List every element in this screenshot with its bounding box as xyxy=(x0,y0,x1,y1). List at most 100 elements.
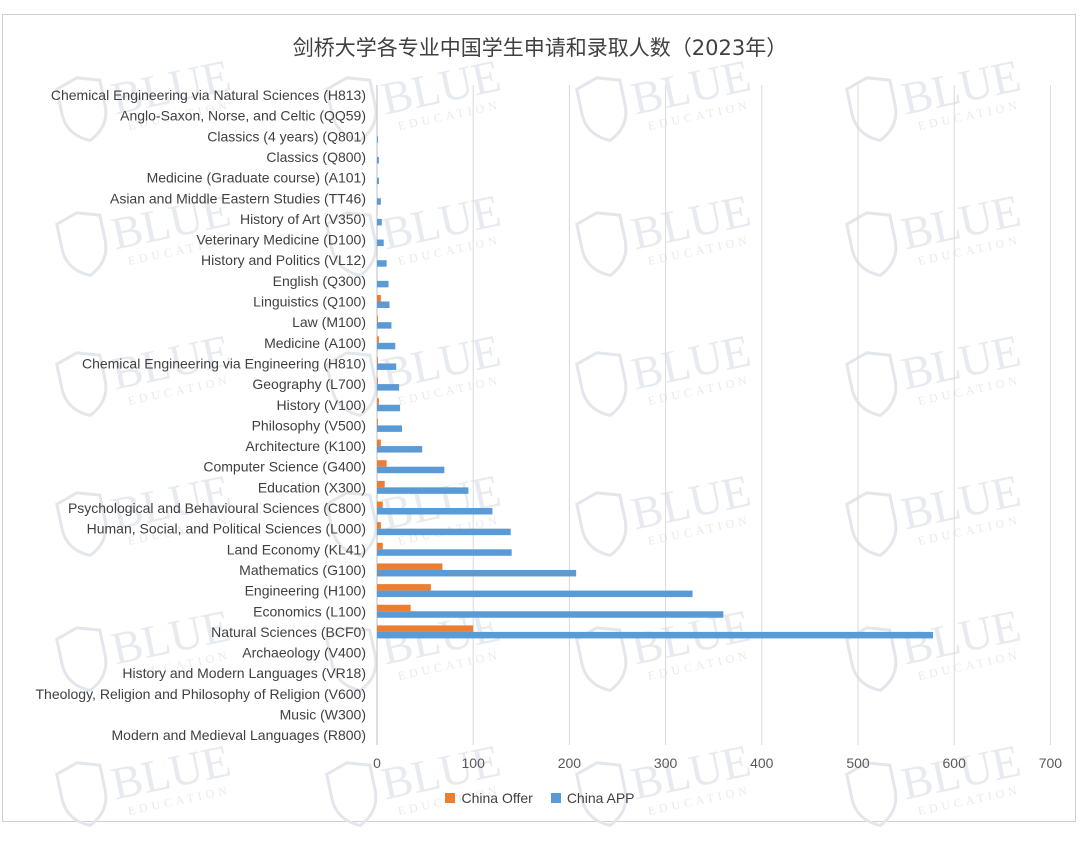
shield-icon xyxy=(845,491,898,558)
x-tick-label: 600 xyxy=(943,755,967,771)
bar-china-app xyxy=(377,631,934,639)
bar-china-offer xyxy=(377,542,383,550)
shield-icon xyxy=(325,626,378,693)
bar-china-app xyxy=(377,218,382,226)
bar-china-app xyxy=(377,239,384,247)
bar-china-offer xyxy=(377,522,381,529)
shield-icon xyxy=(55,761,108,828)
bar-china-app xyxy=(377,569,577,577)
legend-label-app: China APP xyxy=(566,790,635,806)
category-label: Education (X300) xyxy=(258,479,366,495)
bar-china-offer xyxy=(377,336,379,343)
bar-china-offer xyxy=(377,356,378,364)
category-label: Anglo-Saxon, Norse, and Celtic (QQ59) xyxy=(120,108,366,124)
x-tick-label: 500 xyxy=(846,755,870,771)
category-label: Medicine (A100) xyxy=(264,335,366,351)
legend-label-offer: China Offer xyxy=(461,790,533,806)
shield-icon xyxy=(55,76,108,143)
shield-icon xyxy=(55,491,108,558)
bar-china-app xyxy=(377,549,512,556)
category-label: Modern and Medieval Languages (R800) xyxy=(112,727,367,743)
category-label: Computer Science (G400) xyxy=(203,459,366,475)
shield-icon xyxy=(55,211,108,278)
category-label: History and Modern Languages (VR18) xyxy=(122,665,366,681)
chart-title: 剑桥大学各专业中国学生申请和录取人数（2023年） xyxy=(292,36,788,60)
category-label: Land Economy (KL41) xyxy=(227,541,366,557)
category-label: History (V100) xyxy=(277,397,366,413)
category-label: Medicine (Graduate course) (A101) xyxy=(147,170,366,186)
bar-china-offer xyxy=(377,315,378,323)
category-label: Philosophy (V500) xyxy=(252,417,366,433)
shield-icon xyxy=(325,351,378,418)
bar-china-app xyxy=(377,611,724,618)
legend-swatch-app xyxy=(550,793,561,803)
bar-china-offer xyxy=(377,480,385,488)
shield-icon xyxy=(325,211,378,278)
shield-icon xyxy=(845,626,898,693)
bar-china-app xyxy=(377,425,403,432)
category-label: Law (M100) xyxy=(292,314,366,330)
shield-icon xyxy=(575,491,628,558)
bar-china-app xyxy=(377,590,693,598)
bar-china-offer xyxy=(377,501,383,508)
category-label: Natural Sciences (BCF0) xyxy=(211,624,366,640)
bar-china-app xyxy=(377,156,379,164)
category-label: Chemical Engineering via Engineering (H8… xyxy=(82,355,366,371)
shield-icon xyxy=(325,491,378,558)
shield-icon xyxy=(55,351,108,418)
bar-china-offer xyxy=(377,584,431,591)
shield-icon xyxy=(575,761,628,828)
bar-china-offer xyxy=(377,377,378,385)
shield-icon xyxy=(575,76,628,143)
category-label: Theology, Religion and Philosophy of Rel… xyxy=(36,686,367,702)
bar-china-app xyxy=(377,363,397,370)
legend: China Offer China APP xyxy=(0,790,1080,806)
shield-icon xyxy=(845,351,898,418)
bar-china-app xyxy=(377,487,469,494)
shield-icon xyxy=(845,211,898,278)
bar-china-offer xyxy=(377,439,381,447)
bar-china-app xyxy=(377,528,511,536)
x-tick-label: 100 xyxy=(462,755,486,771)
bar-china-app xyxy=(377,280,389,288)
bar-china-offer xyxy=(377,563,443,570)
bar-china-app xyxy=(377,342,396,350)
bar-china-offer xyxy=(377,604,411,612)
legend-item-offer: China Offer xyxy=(445,790,533,806)
shield-icon xyxy=(845,761,898,828)
category-label: Human, Social, and Political Sciences (L… xyxy=(87,521,366,537)
category-label: Psychological and Behavioural Sciences (… xyxy=(68,500,366,516)
shield-icon xyxy=(575,211,628,278)
bar-china-app xyxy=(377,446,423,453)
category-label: Economics (L100) xyxy=(253,603,366,619)
category-label: Classics (Q800) xyxy=(266,149,366,165)
category-label: Linguistics (Q100) xyxy=(253,294,366,310)
bar-china-app xyxy=(377,384,400,391)
shield-icon xyxy=(575,351,628,418)
x-tick-label: 0 xyxy=(373,755,381,771)
bar-china-app xyxy=(377,466,445,474)
category-label: Archaeology (V400) xyxy=(242,645,366,661)
x-tick-label: 400 xyxy=(750,755,774,771)
category-label: Engineering (H100) xyxy=(245,583,366,599)
legend-item-app: China APP xyxy=(550,790,635,806)
x-tick-label: 300 xyxy=(654,755,678,771)
bar-china-app xyxy=(377,508,493,515)
category-label: History and Politics (VL12) xyxy=(201,252,366,268)
category-label: Architecture (K100) xyxy=(245,438,366,454)
category-label: Veterinary Medicine (D100) xyxy=(196,232,366,248)
bar-layer xyxy=(377,136,934,639)
category-label: Mathematics (G100) xyxy=(239,562,366,578)
chart-frame xyxy=(2,14,1076,822)
shield-icon xyxy=(325,761,378,828)
